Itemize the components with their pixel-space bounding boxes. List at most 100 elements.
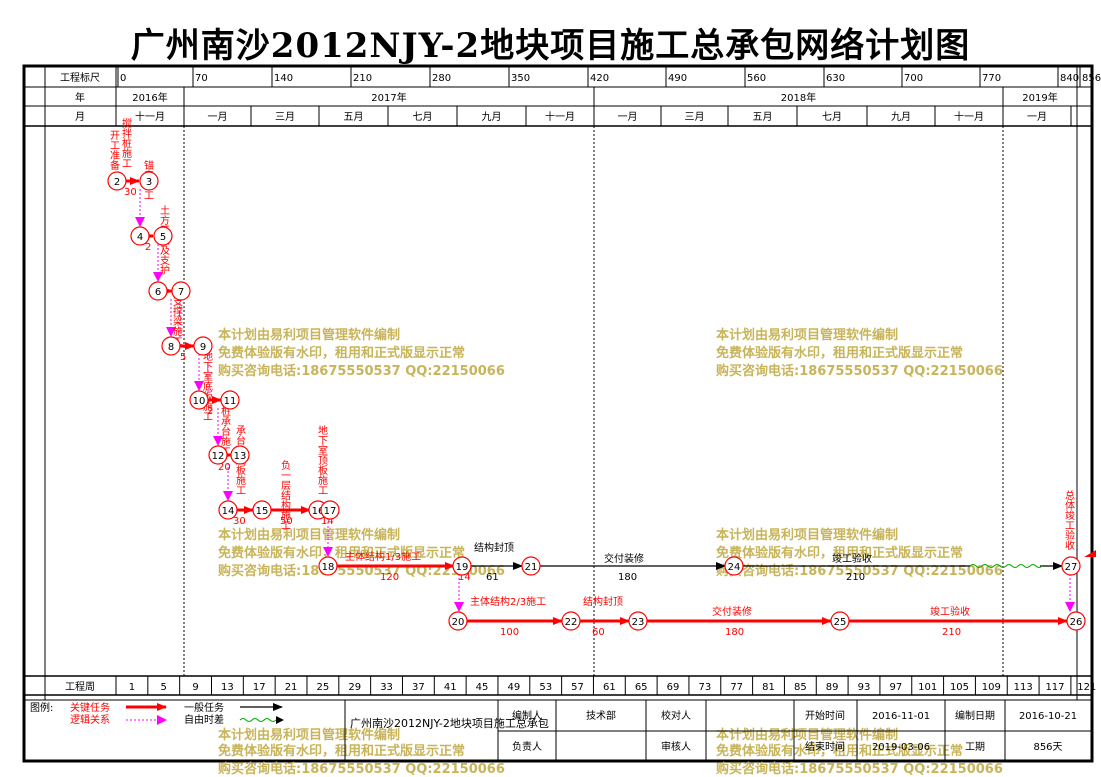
week-cell: 41 bbox=[444, 682, 457, 693]
ruler-tick-label: 350 bbox=[511, 73, 530, 84]
editor-label: 编制人 bbox=[512, 709, 542, 722]
week-cell: 69 bbox=[667, 682, 680, 693]
task-duration: 5 bbox=[180, 352, 186, 363]
node-24: 24 bbox=[724, 556, 744, 576]
week-cell: 85 bbox=[794, 682, 807, 693]
node-label: 14 bbox=[222, 506, 235, 517]
task-duration: 100 bbox=[500, 627, 519, 638]
start-label: 开始时间 bbox=[805, 709, 845, 722]
svg-text:免费体验版有水印，租用和正式版显示正常: 免费体验版有水印，租用和正式版显示正常 bbox=[716, 545, 963, 561]
svg-text:免费体验版有水印，租用和正式版显示正常: 免费体验版有水印，租用和正式版显示正常 bbox=[716, 345, 963, 361]
week-cell: 105 bbox=[950, 682, 969, 693]
task-duration: 2 bbox=[207, 406, 213, 417]
outer-frame bbox=[22, 64, 1094, 763]
date-label: 编制日期 bbox=[955, 709, 995, 722]
node-label: 7 bbox=[178, 287, 184, 298]
task-duration: 210 bbox=[846, 572, 865, 583]
ruler-tick-label: 490 bbox=[668, 73, 687, 84]
svg-text:本计划由易利项目管理软件编制: 本计划由易利项目管理软件编制 bbox=[218, 527, 400, 543]
ruler-tick-label: 700 bbox=[904, 73, 923, 84]
task-label: 开工准备 bbox=[108, 130, 120, 171]
month-cell: 三月 bbox=[685, 111, 705, 123]
month-cell: 九月 bbox=[482, 111, 502, 123]
node-label: 8 bbox=[168, 342, 174, 353]
task-label: 主体结构1/3施工 bbox=[345, 550, 421, 563]
year-cell: 2017年 bbox=[371, 91, 406, 104]
editor-value: 技术部 bbox=[586, 709, 616, 722]
week-cell: 49 bbox=[508, 682, 521, 693]
node-4: 4 bbox=[130, 226, 150, 246]
task-label: 竣工验收 bbox=[930, 605, 970, 618]
task-duration: 50 bbox=[280, 516, 293, 527]
end-label: 结束时间 bbox=[805, 740, 845, 753]
ruler-tick-label: 770 bbox=[982, 73, 1001, 84]
node-label: 26 bbox=[1070, 617, 1083, 628]
task-label: 总体竣工验收 bbox=[1063, 489, 1075, 551]
node-label: 18 bbox=[322, 562, 335, 573]
week-cell: 45 bbox=[476, 682, 489, 693]
node-label: 21 bbox=[525, 562, 538, 573]
node-6: 6 bbox=[148, 281, 168, 301]
ruler-tick-label: 140 bbox=[274, 73, 293, 84]
timescale-header: 工程标尺 年 月 0 70 140 210 280 350 420 490 560 630 700 7… bbox=[24, 66, 1101, 127]
node-label: 12 bbox=[212, 451, 225, 462]
node-label: 23 bbox=[632, 617, 645, 628]
reviewer-label: 审核人 bbox=[661, 740, 691, 753]
month-cell: 三月 bbox=[275, 111, 295, 123]
leader-label: 负责人 bbox=[512, 740, 542, 753]
logic-arrows bbox=[135, 189, 1075, 612]
task-duration: 14 bbox=[458, 572, 471, 583]
node-label: 11 bbox=[224, 396, 237, 407]
week-cell: 81 bbox=[762, 682, 775, 693]
task-duration: 61 bbox=[486, 572, 499, 583]
task-duration: 180 bbox=[725, 627, 744, 638]
task-label: 支撑梁施工 bbox=[171, 296, 183, 346]
project-name: 广州南沙2012NJY-2地块项目施工总承包 bbox=[350, 716, 549, 730]
ruler-tick-label: 420 bbox=[590, 73, 609, 84]
ruler-tick-label: 210 bbox=[353, 73, 372, 84]
week-ruler-label: 工程周 bbox=[65, 681, 95, 693]
node-5: 5 bbox=[153, 226, 173, 246]
duration-value: 856天 bbox=[1033, 742, 1062, 753]
week-cell: 61 bbox=[603, 682, 616, 693]
task-duration: 2 bbox=[145, 242, 151, 253]
task-label: 主体结构2/3施工 bbox=[470, 595, 546, 608]
week-cell: 101 bbox=[918, 682, 937, 693]
task-label: 竣工验收 bbox=[832, 552, 872, 565]
legend-critical: 关键任务 bbox=[70, 701, 110, 714]
week-cell: 121 bbox=[1077, 682, 1096, 693]
node-label: 6 bbox=[155, 287, 161, 298]
month-cell: 五月 bbox=[344, 111, 364, 123]
ruler-tick-label: 840 bbox=[1060, 73, 1079, 84]
node-7: 7 bbox=[171, 281, 191, 301]
free-float-wave bbox=[969, 564, 1043, 568]
week-cell: 57 bbox=[571, 682, 584, 693]
node-11: 11 bbox=[220, 390, 240, 410]
duration-label: 工期 bbox=[965, 741, 985, 753]
month-cell: 一月 bbox=[618, 111, 638, 123]
node-label: 4 bbox=[137, 232, 143, 243]
watermark: 本计划由易利项目管理软件编制 免费体验版有水印，租用和正式版显示正常 购买咨询电… bbox=[218, 327, 1003, 777]
node-label: 5 bbox=[160, 232, 166, 243]
node-23: 23 bbox=[628, 611, 648, 631]
node-15: 15 bbox=[252, 500, 272, 520]
task-duration: 14 bbox=[321, 516, 334, 527]
svg-text:免费体验版有水印，租用和正式版显示正常: 免费体验版有水印，租用和正式版显示正常 bbox=[218, 545, 465, 561]
critical-arrows bbox=[126, 177, 1096, 625]
date-value: 2016-10-21 bbox=[1019, 711, 1077, 722]
svg-text:本计划由易利项目管理软件编制: 本计划由易利项目管理软件编制 bbox=[716, 527, 898, 543]
task-label: 负一层结构施工 bbox=[279, 459, 291, 530]
task-duration: 210 bbox=[942, 627, 961, 638]
legend-float: 自由时差 bbox=[184, 713, 224, 726]
start-value: 2016-11-01 bbox=[872, 711, 930, 722]
legend-normal: 一般任务 bbox=[184, 701, 224, 714]
week-cell: 97 bbox=[889, 682, 902, 693]
task-label: 地下室顶板施工 bbox=[316, 424, 328, 495]
ruler-tick-label: 0 bbox=[120, 73, 126, 84]
month-cell: 五月 bbox=[753, 111, 773, 123]
month-cell: 十一月 bbox=[545, 110, 575, 123]
svg-text:本计划由易利项目管理软件编制: 本计划由易利项目管理软件编制 bbox=[218, 727, 400, 743]
month-cell: 一月 bbox=[208, 111, 228, 123]
info-table: 图例: 关键任务 逻辑关系 一般任务 自由时差 广州南沙2012NJY-2地块项… bbox=[24, 699, 1092, 761]
